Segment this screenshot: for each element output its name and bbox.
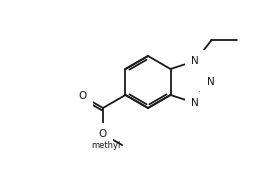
- Text: O: O: [99, 129, 107, 139]
- Text: methyl: methyl: [92, 141, 121, 149]
- Text: N: N: [191, 56, 199, 66]
- Text: N: N: [207, 77, 214, 87]
- Text: N: N: [191, 98, 199, 108]
- Text: O: O: [79, 91, 87, 101]
